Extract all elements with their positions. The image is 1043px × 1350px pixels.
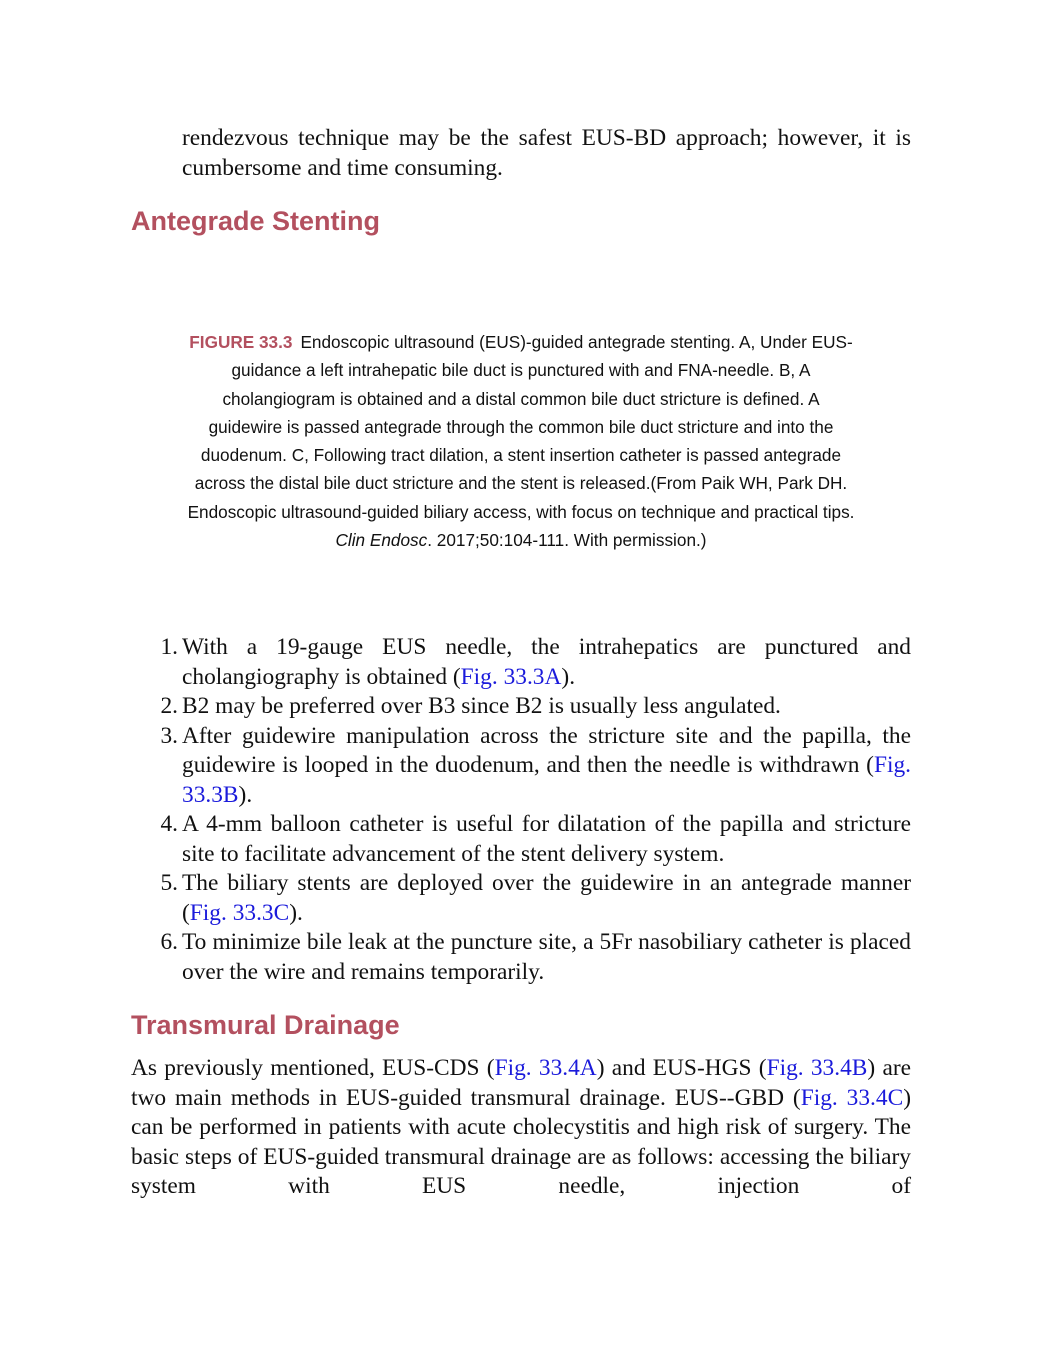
caption-text: Endoscopic ultrasound (EUS)-guided anteg… (188, 332, 855, 550)
text-run: ). (561, 663, 576, 690)
figure-link[interactable]: Fig. 33.4B (766, 1055, 868, 1081)
item-text: With a 19-gauge EUS needle, the intrahep… (182, 633, 911, 692)
item-text: B2 may be preferred over B3 since B2 is … (182, 692, 911, 722)
text-run: B2 may be preferred over B3 since B2 is … (182, 693, 781, 719)
figure-caption: FIGURE 33.3 Endoscopic ultrasound (EUS)-g… (186, 328, 856, 554)
body-paragraph: As previously mentioned, EUS-CDS (Fig. 3… (131, 1054, 911, 1202)
text-run: ) are two main methods in EUS-guided tra… (131, 1055, 911, 1111)
item-text: To minimize bile leak at the puncture si… (182, 928, 911, 987)
italic-text: Clin Endosc (335, 530, 428, 551)
text-run: The biliary stents are deployed over the… (182, 870, 911, 926)
item-number: 4. (160, 811, 178, 837)
list-item: 3. After guidewire manipulation across th… (131, 722, 911, 811)
text-run: ) and EUS-HGS ( (596, 1055, 767, 1081)
item-text: After guidewire manipulation across the … (182, 722, 911, 811)
list-item: 4. A 4-mm balloon catheter is useful for … (131, 810, 911, 869)
list-item: 2. B2 may be preferred over B3 since B2 i… (131, 692, 911, 722)
item-text: The biliary stents are deployed over the… (182, 869, 911, 928)
intro-paragraph: rendezvous technique may be the safest E… (182, 124, 911, 183)
item-number: 2. (160, 693, 178, 719)
figure-link[interactable]: Fig. 33.3C (189, 899, 290, 926)
list-item: 6. To minimize bile leak at the puncture … (131, 928, 911, 987)
figure-label: FIGURE 33.3 (189, 332, 293, 352)
item-number: 1. (160, 634, 178, 660)
figure-link[interactable]: Fig. 33.3B (182, 752, 911, 808)
figure-link[interactable]: Fig. 33.4C (800, 1084, 904, 1111)
section-heading: Antegrade Stenting (131, 206, 381, 236)
steps-list: 1. With a 19-gauge EUS needle, the intrah… (131, 633, 911, 987)
item-number: 6. (160, 929, 178, 955)
list-item: 1. With a 19-gauge EUS needle, the intrah… (131, 633, 911, 692)
text-run: With a 19-gauge EUS needle, the intrahep… (182, 634, 911, 690)
figure-link[interactable]: Fig. 33.4A (494, 1055, 597, 1081)
text-run: ). (238, 781, 253, 808)
section-heading: Transmural Drainage (131, 1010, 400, 1040)
text-run: Endoscopic ultrasound (EUS)-guided anteg… (187, 332, 855, 522)
text-run: A 4-mm balloon catheter is useful for di… (182, 811, 911, 867)
item-number: 5. (160, 870, 178, 896)
text-run: rendezvous technique may be the safest E… (182, 125, 911, 181)
text-run: ) can be performed in patients with acut… (131, 1084, 911, 1200)
text-run: As previously mentioned, EUS-CDS ( (131, 1055, 495, 1081)
item-text: A 4-mm balloon catheter is useful for di… (182, 810, 911, 869)
text-run: To minimize bile leak at the puncture si… (182, 929, 911, 985)
text-run: After guidewire manipulation across the … (182, 722, 911, 779)
text-run: . 2017;50:104-111. With permission.) (427, 530, 707, 551)
list-item: 5. The biliary stents are deployed over t… (131, 869, 911, 928)
figure-link[interactable]: Fig. 33.3A (460, 663, 562, 690)
item-number: 3. (160, 722, 178, 749)
text-run: ). (289, 899, 303, 926)
